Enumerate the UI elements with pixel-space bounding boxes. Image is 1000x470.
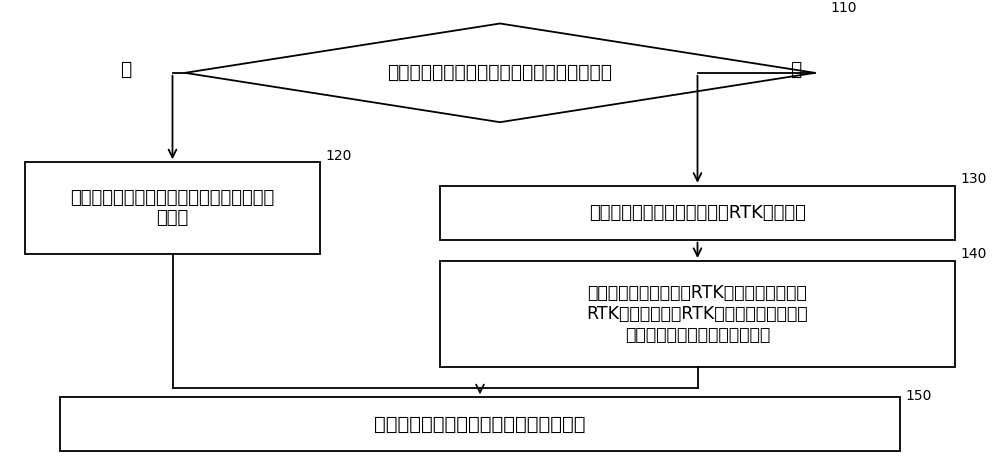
Text: 判断是否能夠获取扫描设备的RTK轨迹信息: 判断是否能夠获取扫描设备的RTK轨迹信息 <box>589 204 806 222</box>
Bar <box>60 397 900 451</box>
Text: 否: 否 <box>790 60 801 79</box>
Text: 130: 130 <box>960 172 986 186</box>
Text: 150: 150 <box>905 389 931 402</box>
Bar <box>25 162 320 254</box>
Text: 基于目标偏移量实现扫描设备的自主导向: 基于目标偏移量实现扫描设备的自主导向 <box>374 415 586 434</box>
Text: 140: 140 <box>960 248 986 261</box>
Polygon shape <box>185 24 815 122</box>
Bar <box>440 261 955 367</box>
Text: 110: 110 <box>830 1 856 15</box>
Text: 是: 是 <box>120 60 131 79</box>
Text: 是否能夠根据地面图像信息识别出地标线信息: 是否能夠根据地面图像信息识别出地标线信息 <box>388 63 612 82</box>
Text: 基于地标线信息确定扫描设备运行中的目标
偏移量: 基于地标线信息确定扫描设备运行中的目标 偏移量 <box>70 188 275 227</box>
Bar <box>440 186 955 240</box>
Text: 120: 120 <box>325 149 351 163</box>
Text: 若能夠获取扫描设备的RTK轨迹信息，则基于
RTK传感器对应的RTK移动站的位置信息确
定扫描设备运行中的目标偏移量: 若能夠获取扫描设备的RTK轨迹信息，则基于 RTK传感器对应的RTK移动站的位置… <box>587 284 808 344</box>
